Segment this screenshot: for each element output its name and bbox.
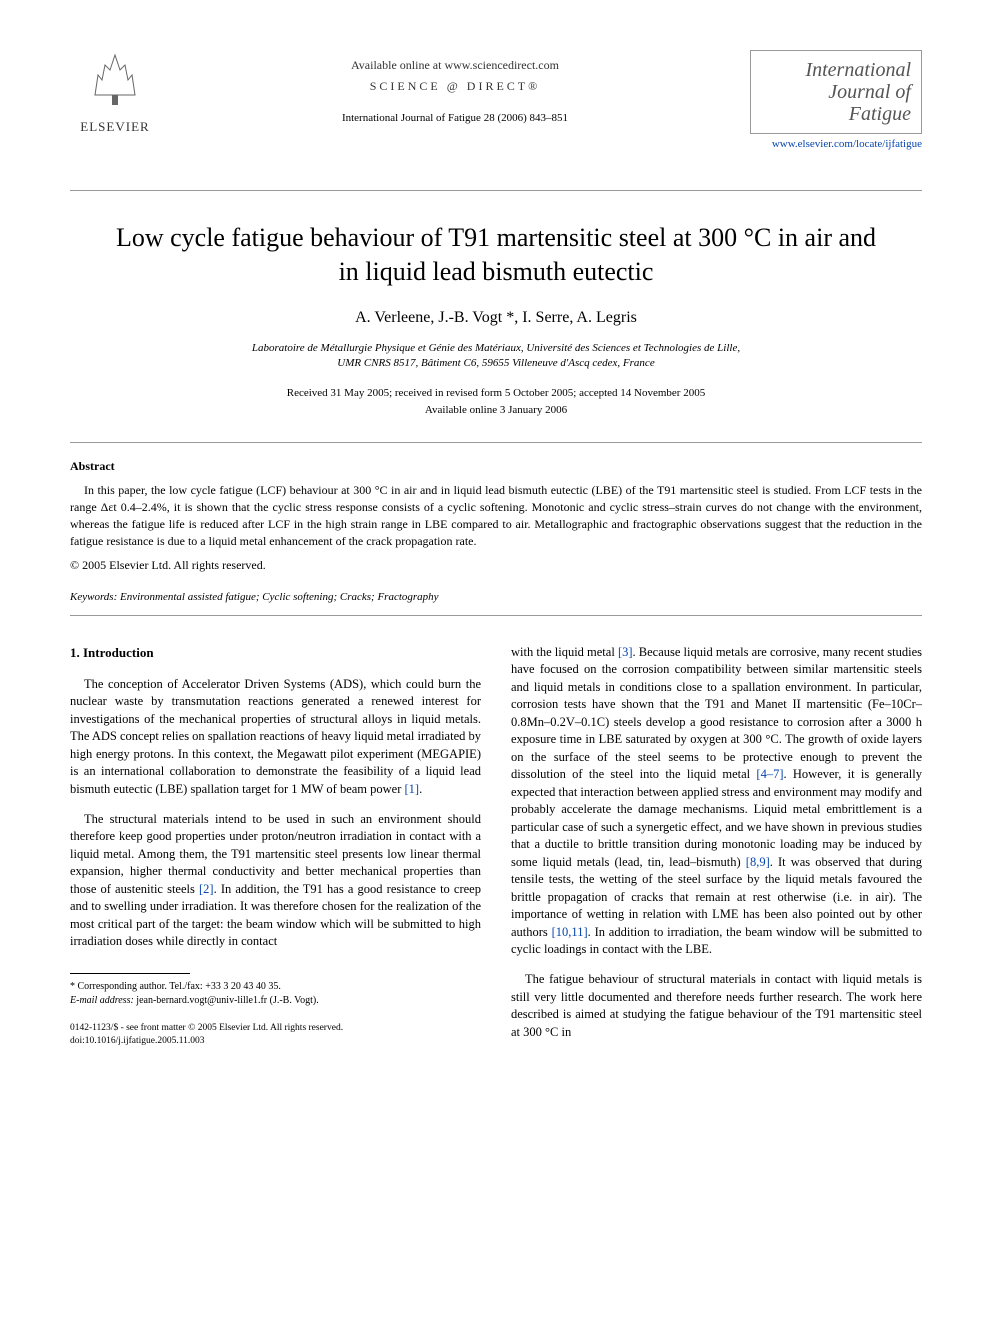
journal-logo: International Journal of Fatigue bbox=[750, 50, 922, 134]
ref-link-10-11[interactable]: [10,11] bbox=[552, 925, 588, 939]
publisher-logo: ELSEVIER bbox=[70, 50, 160, 135]
journal-logo-line3: Fatigue bbox=[761, 103, 911, 125]
abstract-text: In this paper, the low cycle fatigue (LC… bbox=[70, 482, 922, 549]
journal-logo-line1: International bbox=[761, 59, 911, 81]
journal-logo-line2: Journal of bbox=[761, 81, 911, 103]
authors-list: A. Verleene, J.-B. Vogt *, I. Serre, A. … bbox=[70, 309, 922, 327]
abstract-heading: Abstract bbox=[70, 459, 922, 474]
right-column: with the liquid metal [3]. Because liqui… bbox=[511, 644, 922, 1049]
footnote-corresponding: * Corresponding author. Tel./fax: +33 3 … bbox=[70, 980, 481, 994]
elsevier-tree-icon bbox=[70, 50, 160, 119]
abstract-top-divider bbox=[70, 442, 922, 443]
footer-doi: doi:10.1016/j.ijfatigue.2005.11.003 bbox=[70, 1035, 481, 1048]
ref-link-2[interactable]: [2] bbox=[199, 882, 214, 896]
science-direct-logo: SCIENCE @ DIRECT® bbox=[160, 79, 750, 94]
paragraph-4: The fatigue behaviour of structural mate… bbox=[511, 971, 922, 1041]
affiliation-line1: Laboratoire de Métallurgie Physique et G… bbox=[70, 341, 922, 356]
footnote-divider bbox=[70, 973, 190, 974]
footnote-email: E-mail address: jean-bernard.vogt@univ-l… bbox=[70, 994, 481, 1008]
p3-cont1: . Because liquid metals are corrosive, m… bbox=[511, 645, 922, 782]
copyright-text: © 2005 Elsevier Ltd. All rights reserved… bbox=[70, 558, 922, 573]
journal-logo-container: International Journal of Fatigue www.els… bbox=[750, 50, 922, 180]
header-divider bbox=[70, 190, 922, 191]
dates-online: Available online 3 January 2006 bbox=[70, 402, 922, 419]
ref-link-3[interactable]: [3] bbox=[618, 645, 633, 659]
affiliation: Laboratoire de Métallurgie Physique et G… bbox=[70, 341, 922, 372]
header-row: ELSEVIER Available online at www.science… bbox=[70, 50, 922, 180]
abstract-bottom-divider bbox=[70, 615, 922, 616]
body-columns: 1. Introduction The conception of Accele… bbox=[70, 644, 922, 1049]
footer-issn: 0142-1123/$ - see front matter © 2005 El… bbox=[70, 1022, 481, 1035]
ref-link-1[interactable]: [1] bbox=[405, 782, 420, 796]
paragraph-2: The structural materials intend to be us… bbox=[70, 811, 481, 951]
email-address: jean-bernard.vogt@univ-lille1.fr (J.-B. … bbox=[134, 995, 319, 1006]
center-header: Available online at www.sciencedirect.co… bbox=[160, 50, 750, 124]
article-title: Low cycle fatigue behaviour of T91 marte… bbox=[110, 221, 882, 289]
article-dates: Received 31 May 2005; received in revise… bbox=[70, 385, 922, 418]
left-column: 1. Introduction The conception of Accele… bbox=[70, 644, 481, 1049]
paragraph-1: The conception of Accelerator Driven Sys… bbox=[70, 676, 481, 799]
keywords: Keywords: Environmental assisted fatigue… bbox=[70, 591, 922, 603]
paragraph-3: with the liquid metal [3]. Because liqui… bbox=[511, 644, 922, 959]
ref-link-8-9[interactable]: [8,9] bbox=[746, 855, 770, 869]
journal-url-link[interactable]: www.elsevier.com/locate/ijfatigue bbox=[750, 138, 922, 150]
p3-cont2: . However, it is generally expected that… bbox=[511, 767, 922, 869]
p1-end: . bbox=[419, 782, 422, 796]
abstract-section: Abstract In this paper, the low cycle fa… bbox=[70, 459, 922, 602]
section-1-heading: 1. Introduction bbox=[70, 644, 481, 662]
publisher-name: ELSEVIER bbox=[70, 119, 160, 135]
keywords-text: Environmental assisted fatigue; Cyclic s… bbox=[117, 591, 438, 603]
dates-received: Received 31 May 2005; received in revise… bbox=[70, 385, 922, 402]
email-label: E-mail address: bbox=[70, 995, 134, 1006]
page-container: ELSEVIER Available online at www.science… bbox=[0, 0, 992, 1088]
keywords-label: Keywords: bbox=[70, 591, 117, 603]
ref-link-4-7[interactable]: [4–7] bbox=[756, 767, 783, 781]
p3-start: with the liquid metal bbox=[511, 645, 618, 659]
journal-reference: International Journal of Fatigue 28 (200… bbox=[160, 112, 750, 124]
available-online-text: Available online at www.sciencedirect.co… bbox=[160, 58, 750, 73]
p1-text: The conception of Accelerator Driven Sys… bbox=[70, 677, 481, 796]
affiliation-line2: UMR CNRS 8517, Bâtiment C6, 59655 Villen… bbox=[70, 356, 922, 371]
